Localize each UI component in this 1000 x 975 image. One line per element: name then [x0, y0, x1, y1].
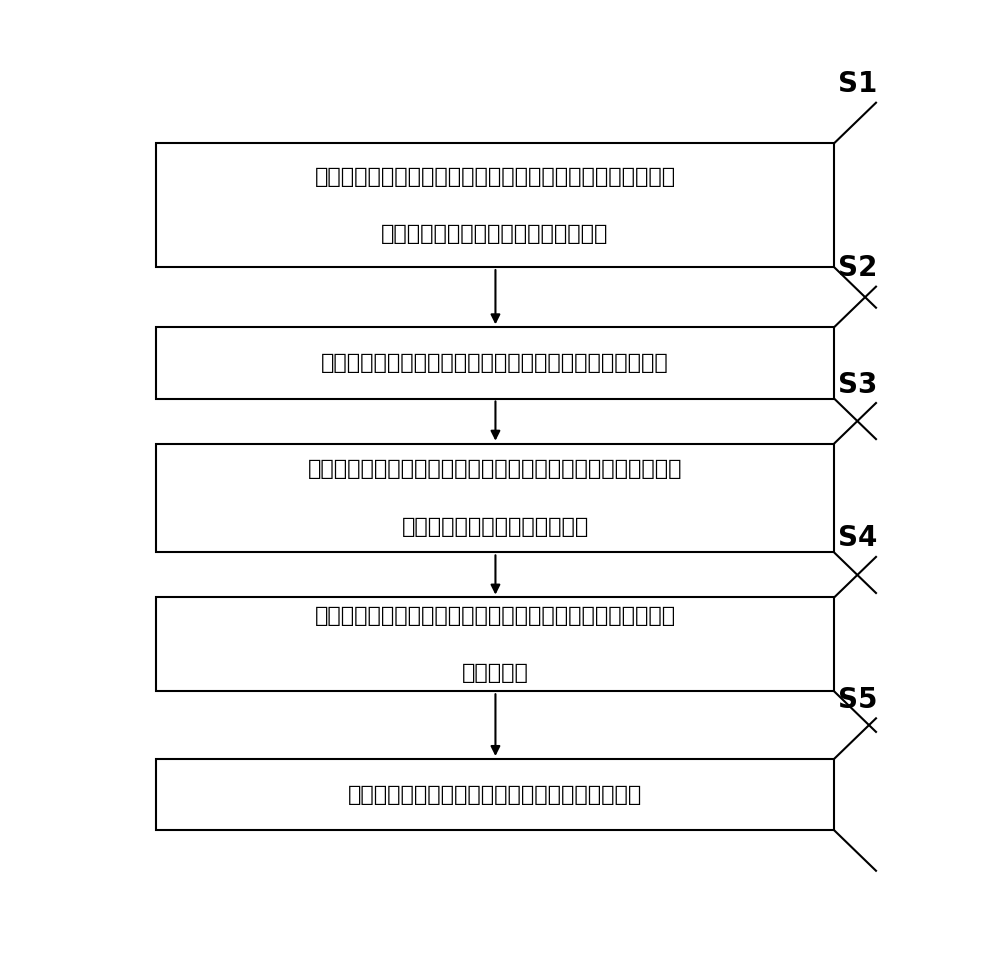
Text: 所述热管理模块根据电池箱内部的温度数据进行温度调节；: 所述热管理模块根据电池箱内部的温度数据进行温度调节； [321, 353, 669, 372]
Bar [156, 759, 834, 831]
Text: S1: S1 [838, 70, 878, 98]
Text: S5: S5 [838, 685, 878, 714]
Text: S4: S4 [838, 525, 878, 553]
Text: 述普通电池组和所述超级电池组充电；: 述普通电池组和所述超级电池组充电； [381, 223, 609, 244]
Bar [156, 598, 834, 691]
Text: 充子模块；: 充子模块； [462, 663, 528, 682]
Bar [156, 444, 834, 553]
Text: S2: S2 [838, 254, 878, 282]
Text: 先启动所述风冷子模块进行降温，当温度依然超过预设范围时，: 先启动所述风冷子模块进行降温，当温度依然超过预设范围时， [308, 459, 682, 480]
Bar [156, 328, 834, 399]
Text: 所述储能模块充电完成后，切断所述慢充子模块。: 所述储能模块充电完成后，切断所述慢充子模块。 [348, 785, 642, 804]
Bar [156, 143, 834, 267]
Text: S3: S3 [838, 370, 878, 399]
Text: 所述储能模块进行充电时，所述充电模块通过充电机同时为所: 所述储能模块进行充电时，所述充电模块通过充电机同时为所 [314, 167, 676, 186]
Text: 启动所述水冷子模块进行降温；: 启动所述水冷子模块进行降温； [401, 517, 589, 536]
Text: 所述检测模块检测到所述超级电池组充电完成后，切断所述快: 所述检测模块检测到所述超级电池组充电完成后，切断所述快 [314, 605, 676, 626]
